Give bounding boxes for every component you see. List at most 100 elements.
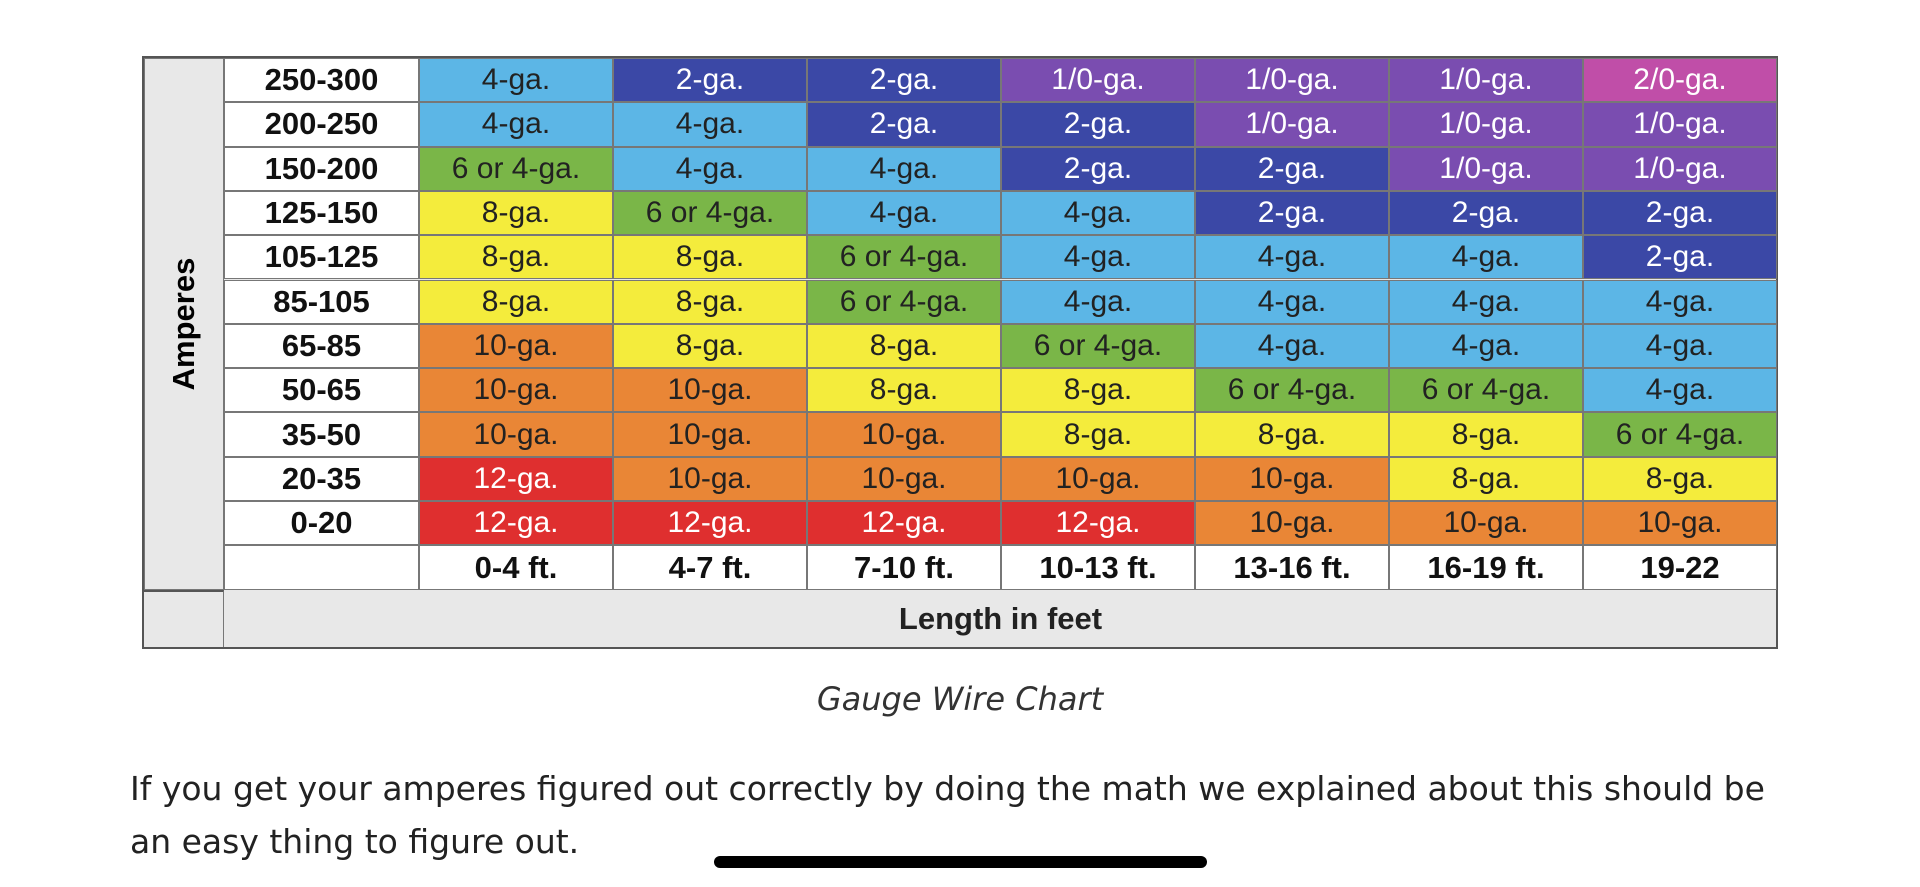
gauge-cell: 8-ga. — [1389, 456, 1583, 501]
gauge-cell: 6 or 4-ga. — [419, 146, 613, 191]
gauge-cell: 12-ga. — [613, 501, 807, 546]
gauge-cell: 12-ga. — [807, 501, 1001, 546]
gauge-cell: 6 or 4-ga. — [807, 279, 1001, 324]
gauge-cell: 2-ga. — [1389, 190, 1583, 236]
gauge-cell: 8-ga. — [613, 323, 807, 369]
gauge-cell: 1/0-ga. — [1195, 58, 1389, 103]
gauge-cell: 10-ga. — [1195, 501, 1389, 546]
gauge-cell: 4-ga. — [419, 58, 613, 103]
gauge-cell: 2-ga. — [1195, 190, 1389, 236]
gauge-cell: 4-ga. — [1389, 323, 1583, 369]
gauge-cell: 10-ga. — [613, 368, 807, 413]
gauge-cell: 4-ga. — [1195, 235, 1389, 280]
gauge-cell: 1/0-ga. — [1389, 58, 1583, 103]
gauge-cell: 8-ga. — [1389, 412, 1583, 457]
gauge-cell: 4-ga. — [1583, 323, 1777, 369]
gauge-table: Amperes 250-300 4-ga. 2-ga. 2-ga. 1/0-ga. 1/0-… — [142, 56, 1778, 649]
gauge-cell: 10-ga. — [419, 412, 613, 457]
gauge-cell: 2-ga. — [613, 58, 807, 103]
gauge-cell: 6 or 4-ga. — [1001, 323, 1195, 369]
gauge-cell: 1/0-ga. — [1583, 146, 1777, 191]
row-label: 125-150 — [224, 190, 419, 236]
gauge-cell: 10-ga. — [419, 323, 613, 369]
gauge-cell: 8-ga. — [613, 235, 807, 280]
gauge-cell: 4-ga. — [807, 190, 1001, 236]
gauge-cell: 6 or 4-ga. — [1195, 368, 1389, 413]
column-label: 19-22 — [1583, 545, 1777, 591]
gauge-cell: 2-ga. — [1583, 190, 1777, 236]
gauge-cell: 2-ga. — [1001, 102, 1195, 147]
gauge-cell: 4-ga. — [1583, 279, 1777, 324]
gauge-cell: 2-ga. — [1583, 235, 1777, 280]
header-blank — [224, 545, 419, 591]
gauge-cell: 10-ga. — [419, 368, 613, 413]
gauge-cell: 10-ga. — [1389, 501, 1583, 546]
gauge-cell: 2-ga. — [1195, 146, 1389, 191]
gauge-cell: 6 or 4-ga. — [807, 235, 1001, 280]
gauge-cell: 10-ga. — [1583, 501, 1777, 546]
column-label: 16-19 ft. — [1389, 545, 1583, 591]
gauge-cell: 1/0-ga. — [1389, 146, 1583, 191]
gauge-cell: 4-ga. — [1583, 368, 1777, 413]
row-axis-cell — [144, 58, 224, 591]
gauge-cell: 6 or 4-ga. — [613, 190, 807, 236]
gauge-cell: 8-ga. — [1001, 412, 1195, 457]
gauge-cell: 8-ga. — [419, 235, 613, 280]
row-label: 200-250 — [224, 102, 419, 147]
gauge-cell: 8-ga. — [419, 279, 613, 324]
row-label: 35-50 — [224, 412, 419, 457]
row-label: 50-65 — [224, 368, 419, 413]
row-label: 0-20 — [224, 501, 419, 546]
column-axis-label: Length in feet — [898, 600, 1103, 636]
row-label: 20-35 — [224, 456, 419, 501]
gauge-cell: 8-ga. — [419, 190, 613, 236]
column-label: 7-10 ft. — [807, 545, 1001, 591]
gauge-cell: 8-ga. — [1001, 368, 1195, 413]
gauge-cell: 4-ga. — [613, 146, 807, 191]
row-label: 250-300 — [224, 58, 419, 103]
gauge-cell: 1/0-ga. — [1195, 102, 1389, 147]
gauge-cell: 10-ga. — [1195, 456, 1389, 501]
gauge-cell: 10-ga. — [807, 412, 1001, 457]
gauge-cell: 4-ga. — [1389, 235, 1583, 280]
gauge-cell: 4-ga. — [1001, 190, 1195, 236]
gauge-cell: 6 or 4-ga. — [1583, 412, 1777, 457]
gauge-cell: 1/0-ga. — [1389, 102, 1583, 147]
gauge-cell: 10-ga. — [613, 456, 807, 501]
gauge-cell: 8-ga. — [1195, 412, 1389, 457]
gauge-cell: 12-ga. — [419, 501, 613, 546]
row-label: 85-105 — [224, 279, 419, 324]
gauge-cell: 4-ga. — [1389, 279, 1583, 324]
gauge-cell: 2-ga. — [807, 102, 1001, 147]
gauge-cell: 1/0-ga. — [1001, 58, 1195, 103]
gauge-cell: 8-ga. — [807, 323, 1001, 369]
gauge-cell: 4-ga. — [419, 102, 613, 147]
column-label: 4-7 ft. — [613, 545, 807, 591]
gauge-cell: 4-ga. — [1195, 323, 1389, 369]
gauge-cell: 10-ga. — [1001, 456, 1195, 501]
gauge-cell: 10-ga. — [807, 456, 1001, 501]
gauge-cell: 10-ga. — [613, 412, 807, 457]
gauge-cell: 1/0-ga. — [1583, 102, 1777, 147]
gauge-cell: 4-ga. — [1195, 279, 1389, 324]
axis-corner — [144, 590, 224, 647]
column-label: 13-16 ft. — [1195, 545, 1389, 591]
gauge-cell: 2-ga. — [1001, 146, 1195, 191]
gauge-cell: 6 or 4-ga. — [1389, 368, 1583, 413]
gauge-cell: 2/0-ga. — [1583, 58, 1777, 103]
gauge-cell: 8-ga. — [807, 368, 1001, 413]
caption: Gauge Wire Chart — [816, 680, 1104, 718]
gauge-cell: 4-ga. — [1001, 279, 1195, 324]
row-label: 105-125 — [224, 235, 419, 280]
column-label: 10-13 ft. — [1001, 545, 1195, 591]
gauge-cell: 12-ga. — [1001, 501, 1195, 546]
gauge-cell: 8-ga. — [1583, 456, 1777, 501]
gauge-cell: 4-ga. — [807, 146, 1001, 191]
row-label: 65-85 — [224, 323, 419, 369]
gauge-cell: 2-ga. — [807, 58, 1001, 103]
row-label: 150-200 — [224, 146, 419, 191]
gauge-cell: 12-ga. — [419, 456, 613, 501]
gauge-cell: 4-ga. — [1001, 235, 1195, 280]
paragraph: If you get your amperes figured out corr… — [130, 769, 1765, 861]
